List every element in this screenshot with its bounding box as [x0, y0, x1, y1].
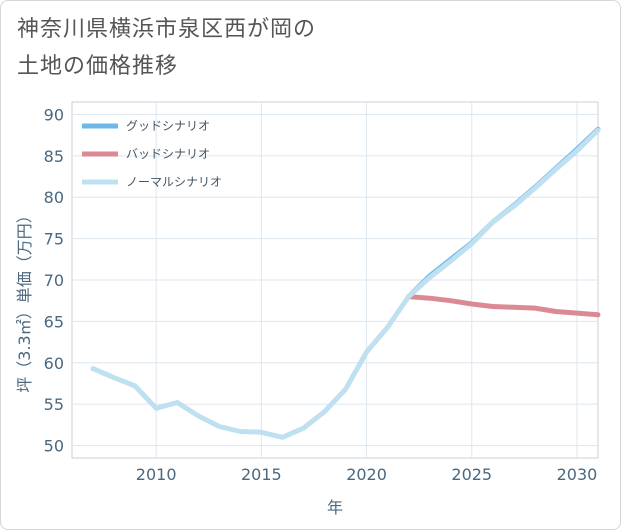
series-line-3	[90, 127, 601, 440]
y-axis-ticks: 50 55 60 65 70 75 80 85 90	[44, 105, 64, 455]
legend-label-1: グッドシナリオ	[126, 119, 210, 133]
y-tick-label: 85	[44, 147, 64, 166]
x-tick-label: 2025	[451, 465, 492, 484]
title-line-1: 神奈川県横浜市泉区西が岡の	[17, 17, 317, 42]
y-tick-label: 60	[44, 354, 64, 373]
legend-label-3: ノーマルシナリオ	[126, 175, 222, 189]
y-tick-label: 50	[44, 437, 64, 456]
x-axis-ticks: 2010 2015 2020 2025 2030	[136, 465, 598, 484]
x-tick-label: 2010	[136, 465, 177, 484]
x-tick-label: 2015	[241, 465, 282, 484]
title-line-2: 土地の価格推移	[17, 54, 179, 79]
y-tick-label: 65	[44, 312, 64, 331]
series-line-2	[406, 294, 601, 318]
grid-lines	[72, 102, 598, 458]
x-tick-label: 2030	[557, 465, 598, 484]
series-lines	[90, 126, 601, 440]
y-tick-label: 70	[44, 271, 64, 290]
y-tick-label: 75	[44, 230, 64, 249]
chart-title: 神奈川県横浜市泉区西が岡の 土地の価格推移	[17, 11, 437, 85]
y-tick-label: 90	[44, 105, 64, 124]
y-tick-label: 80	[44, 188, 64, 207]
x-tick-label: 2020	[346, 465, 387, 484]
y-axis-title: 坪（3.3㎡）単価（万円）	[15, 207, 34, 392]
x-axis-title: 年	[327, 498, 343, 517]
legend-label-2: バッドシナリオ	[126, 147, 210, 161]
y-tick-label: 55	[44, 395, 64, 414]
